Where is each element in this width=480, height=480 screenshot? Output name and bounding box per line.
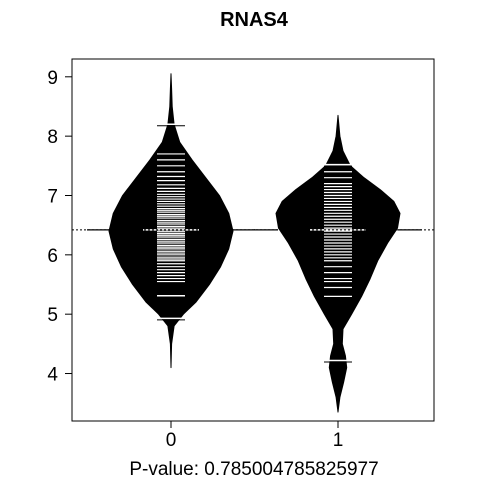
- y-tick-label: 4: [47, 365, 58, 386]
- beans-layer: [72, 73, 434, 413]
- y-tick-label: 5: [47, 305, 58, 326]
- x-tick-label: 1: [333, 430, 344, 451]
- y-axis: 4 5 6 7 8 9: [47, 68, 72, 386]
- bean-1: [254, 114, 422, 413]
- y-tick-label: 7: [47, 186, 58, 207]
- y-tick-label: 8: [47, 127, 58, 148]
- plot-frame: [71, 58, 435, 422]
- x-axis-label: P-value: 0.785004785825977: [129, 459, 378, 480]
- y-tick-label: 6: [47, 246, 58, 267]
- y-tick-label: 9: [47, 68, 58, 89]
- x-tick-label: 0: [166, 430, 177, 451]
- chart-title: RNAS4: [220, 9, 289, 31]
- bean-shape-1: [275, 114, 401, 413]
- bean-0: [87, 73, 255, 369]
